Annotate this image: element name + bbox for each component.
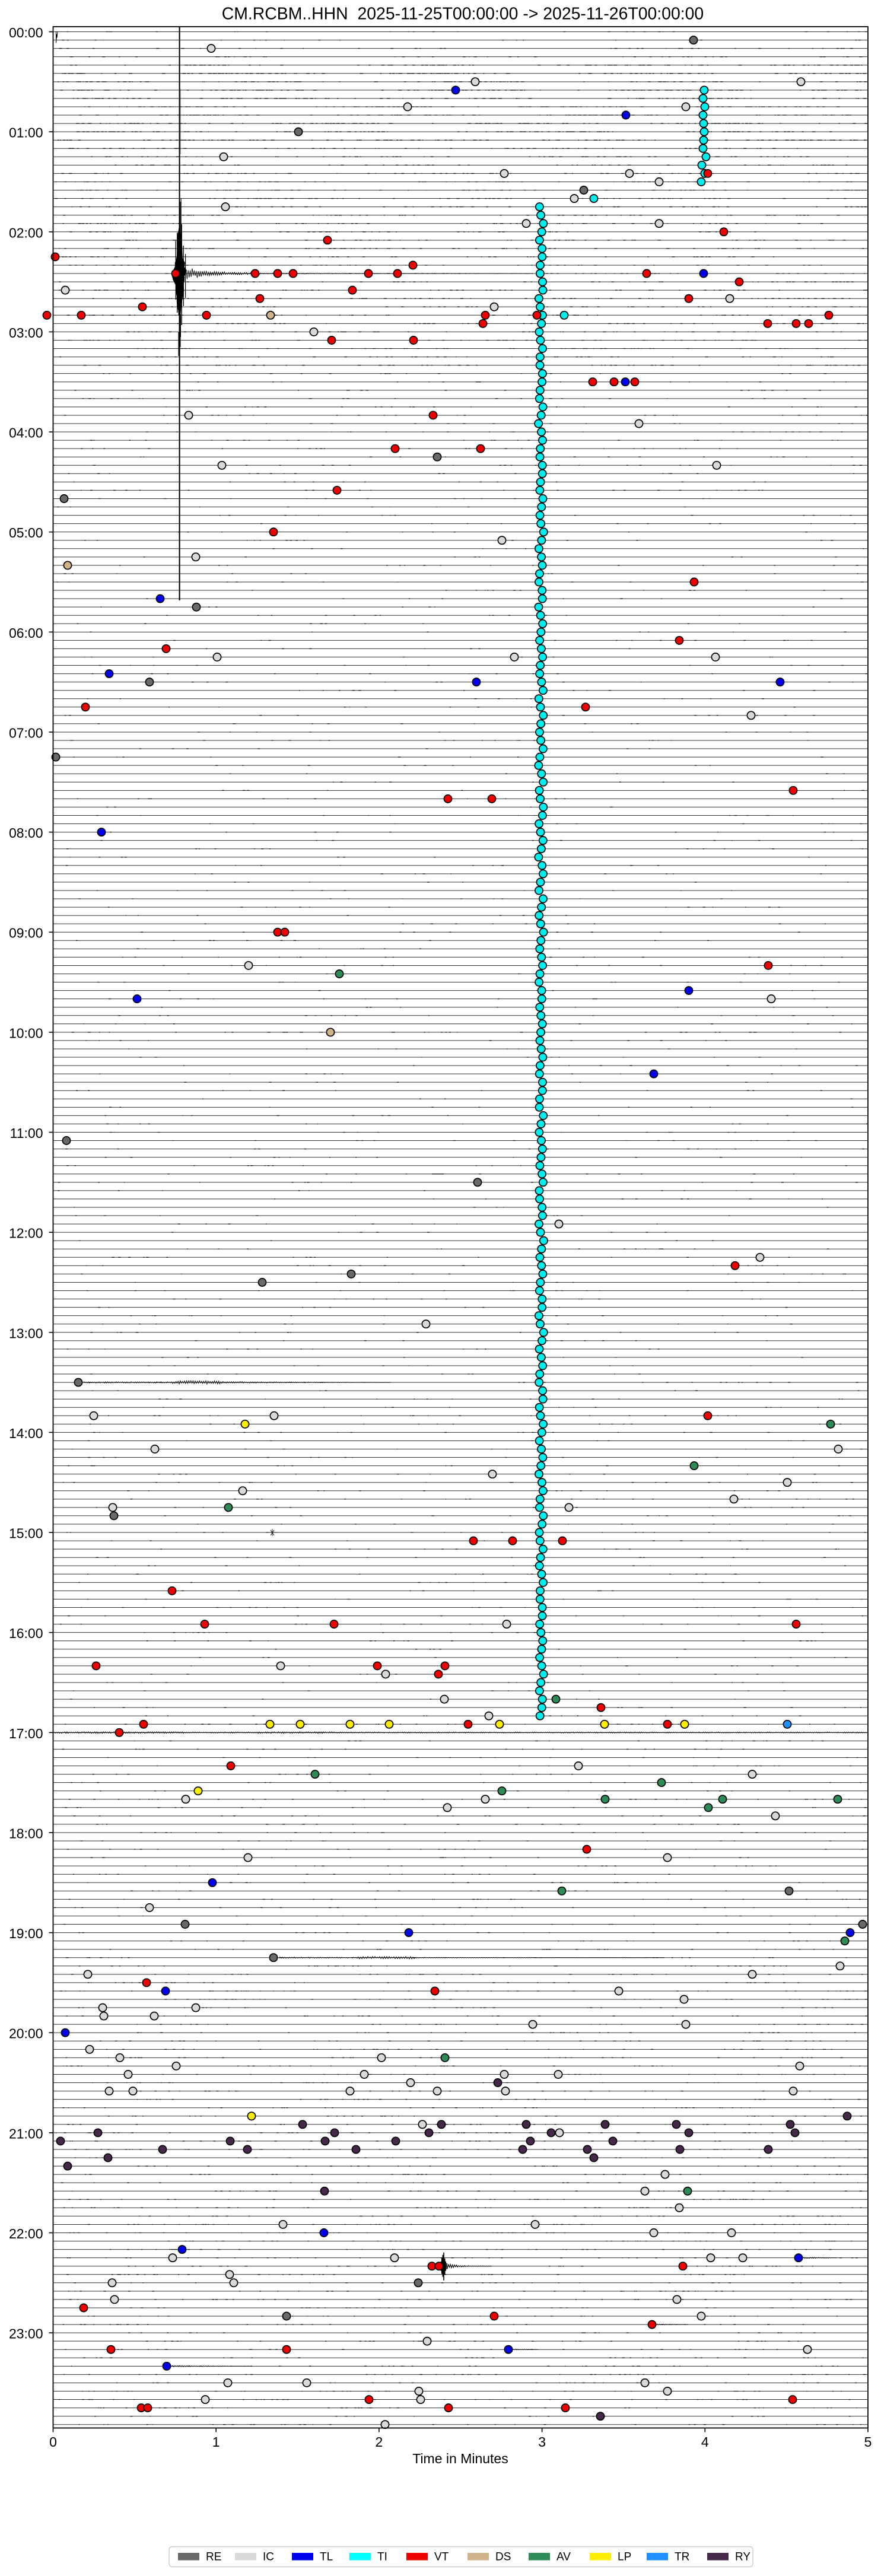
svg-text:01:00: 01:00: [9, 125, 43, 141]
svg-text:23:00: 23:00: [9, 2326, 43, 2342]
svg-text:VT: VT: [434, 2551, 449, 2564]
svg-text:02:00: 02:00: [9, 225, 43, 240]
svg-text:14:00: 14:00: [9, 1426, 43, 1441]
svg-text:16:00: 16:00: [9, 1626, 43, 1641]
svg-text:RY: RY: [735, 2551, 750, 2564]
svg-text:06:00: 06:00: [9, 625, 43, 641]
svg-text:17:00: 17:00: [9, 1726, 43, 1741]
svg-text:18:00: 18:00: [9, 1826, 43, 1841]
svg-text:10:00: 10:00: [9, 1025, 43, 1041]
svg-text:04:00: 04:00: [9, 425, 43, 441]
svg-text:TR: TR: [675, 2551, 689, 2564]
svg-text:CM.RCBM..HHN 2025-11-25T00:00: CM.RCBM..HHN 2025-11-25T00:00:00 -> 2025…: [222, 5, 704, 24]
svg-text:03:00: 03:00: [9, 325, 43, 341]
svg-text:21:00: 21:00: [9, 2126, 43, 2141]
svg-text:TI: TI: [377, 2551, 387, 2564]
svg-text:4: 4: [701, 2434, 709, 2450]
svg-text:07:00: 07:00: [9, 725, 43, 740]
svg-text:TL: TL: [320, 2551, 333, 2564]
svg-text:AV: AV: [556, 2551, 571, 2564]
svg-text:2: 2: [376, 2434, 383, 2450]
svg-text:0: 0: [49, 2434, 57, 2450]
svg-text:00:00: 00:00: [9, 25, 43, 40]
svg-text:1: 1: [212, 2434, 220, 2450]
svg-text:20:00: 20:00: [9, 2026, 43, 2041]
svg-text:IC: IC: [263, 2551, 274, 2564]
svg-text:05:00: 05:00: [9, 525, 43, 540]
svg-text:12:00: 12:00: [9, 1226, 43, 1241]
svg-text:RE: RE: [206, 2551, 221, 2564]
svg-text:Time in Minutes: Time in Minutes: [412, 2451, 508, 2466]
svg-text:22:00: 22:00: [9, 2226, 43, 2241]
svg-text:LP: LP: [618, 2551, 631, 2564]
svg-text:13:00: 13:00: [9, 1325, 43, 1341]
svg-text:08:00: 08:00: [9, 825, 43, 841]
svg-text:15:00: 15:00: [9, 1526, 43, 1541]
svg-text:11:00: 11:00: [10, 1125, 43, 1141]
svg-text:5: 5: [864, 2434, 872, 2450]
svg-text:09:00: 09:00: [9, 926, 43, 941]
svg-text:3: 3: [538, 2434, 546, 2450]
svg-text:19:00: 19:00: [9, 1926, 43, 1941]
svg-text:DS: DS: [495, 2551, 511, 2564]
